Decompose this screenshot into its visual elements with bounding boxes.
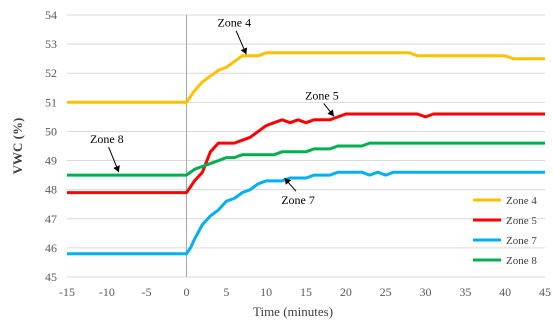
x-tick-45: 45 [539, 285, 551, 299]
series-line-zone-5 [67, 112, 545, 195]
legend-label-zone-5: Zone 5 [506, 215, 537, 227]
series-line-zone-7 [67, 170, 545, 256]
x-tick-labels: -15 -10 -5 0 5 10 15 20 25 30 35 40 45 [59, 285, 551, 299]
annotations: Zone 4 Zone 5 Zone 8 Zone 7 [90, 16, 339, 208]
annotation-zone-4: Zone 4 [217, 16, 251, 30]
x-tick-5: 5 [223, 285, 229, 299]
y-tick-51: 51 [45, 95, 57, 109]
annotation-arrowhead-zone-8 [113, 165, 120, 173]
y-tick-48: 48 [45, 183, 57, 197]
x-axis-title: Time (minutes) [253, 304, 333, 319]
legend-label-zone-8: Zone 8 [506, 255, 537, 267]
annotation-zone-7: Zone 7 [281, 193, 315, 207]
x-tick--10: -10 [99, 285, 115, 299]
x-tick-25: 25 [380, 285, 392, 299]
x-tick-30: 30 [420, 285, 432, 299]
series-lines [67, 51, 545, 256]
x-tick-40: 40 [499, 285, 511, 299]
y-tick-47: 47 [45, 212, 57, 226]
y-tick-49: 49 [45, 154, 57, 168]
x-tick-20: 20 [340, 285, 352, 299]
annotation-arrowhead-zone-7 [284, 178, 292, 185]
y-tick-52: 52 [45, 66, 57, 80]
y-tick-50: 50 [45, 124, 57, 138]
y-tick-53: 53 [45, 37, 57, 51]
y-axis-title: VWC (%) [10, 118, 25, 175]
annotation-arrowhead-zone-4 [240, 47, 248, 55]
y-tick-54: 54 [45, 8, 57, 22]
x-tick-10: 10 [260, 285, 272, 299]
legend: Zone 4 Zone 5 Zone 7 Zone 8 [473, 195, 537, 267]
y-tick-46: 46 [45, 241, 57, 255]
annotation-zone-8: Zone 8 [90, 132, 124, 146]
x-tick--15: -15 [59, 285, 75, 299]
x-tick--5: -5 [142, 285, 152, 299]
x-tick-15: 15 [300, 285, 312, 299]
legend-label-zone-7: Zone 7 [506, 235, 537, 247]
series-line-zone-8 [67, 141, 545, 177]
annotation-arrowhead-zone-5 [327, 109, 334, 117]
annotation-zone-5: Zone 5 [305, 88, 339, 102]
legend-label-zone-4: Zone 4 [506, 195, 537, 207]
series-line-zone-4 [67, 51, 545, 104]
y-tick-45: 45 [45, 270, 57, 284]
x-tick-0: 0 [184, 285, 190, 299]
y-tick-labels: 45 46 47 48 49 50 51 52 53 54 [45, 8, 57, 284]
x-tick-35: 35 [459, 285, 471, 299]
